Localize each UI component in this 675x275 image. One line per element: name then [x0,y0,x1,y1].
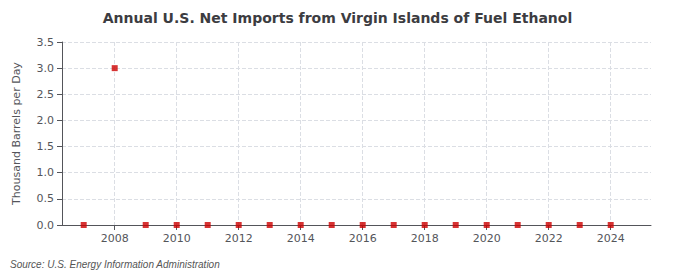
svg-text:Annual U.S. Net Imports from V: Annual U.S. Net Imports from Virgin Isla… [103,10,573,26]
svg-text:2014: 2014 [287,232,315,245]
svg-text:3.5: 3.5 [37,36,55,49]
svg-text:1.5: 1.5 [37,140,55,153]
svg-text:2018: 2018 [411,232,439,245]
svg-text:2016: 2016 [349,232,377,245]
svg-text:2022: 2022 [535,232,563,245]
svg-text:1.0: 1.0 [37,166,55,179]
svg-text:2008: 2008 [101,232,129,245]
svg-text:2012: 2012 [225,232,253,245]
svg-text:2020: 2020 [473,232,501,245]
svg-text:2024: 2024 [597,232,625,245]
svg-text:Source: U.S. Energy Informatio: Source: U.S. Energy Information Administ… [10,259,220,270]
svg-text:3.0: 3.0 [37,62,55,75]
svg-text:0.5: 0.5 [37,192,55,205]
svg-text:2.0: 2.0 [37,114,55,127]
svg-text:2.5: 2.5 [37,88,55,101]
svg-text:Thousand Barrels per Day: Thousand Barrels per Day [10,62,23,206]
svg-text:2010: 2010 [163,232,191,245]
svg-text:0.0: 0.0 [37,219,55,232]
